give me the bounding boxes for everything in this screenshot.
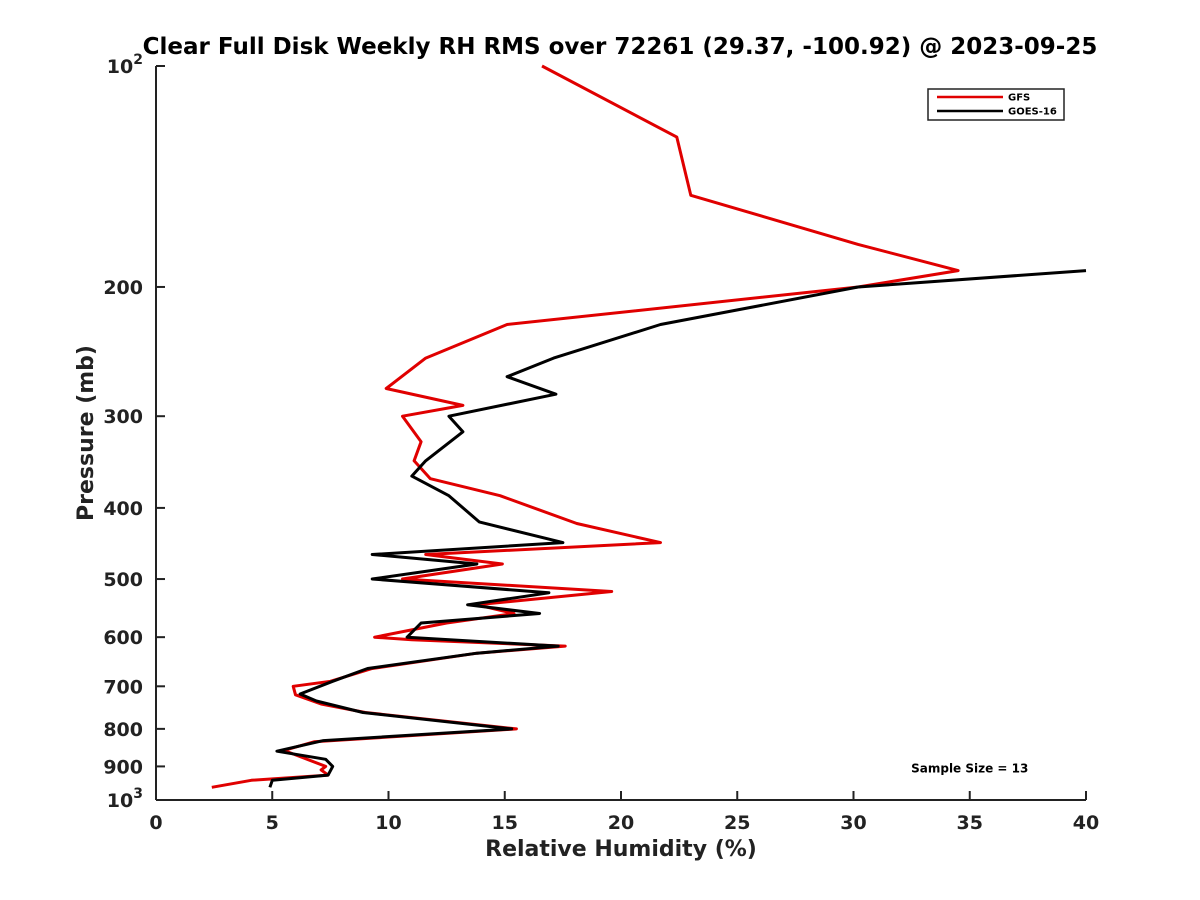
x-tick-label: 35 xyxy=(957,812,983,834)
legend-entry-goes16: GOES-16 xyxy=(937,107,1057,118)
y-tick-label: 700 xyxy=(103,676,143,698)
series-line-1 xyxy=(268,269,1087,788)
y-tick-label: 400 xyxy=(103,498,143,520)
chart-title: Clear Full Disk Weekly RH RMS over 72261… xyxy=(143,34,1098,60)
x-tick-label: 5 xyxy=(266,812,279,834)
y-axis-label: Pressure (mb) xyxy=(74,345,99,521)
legend-entry-gfs: GFS xyxy=(937,93,1030,104)
legend-label-goes16: GOES-16 xyxy=(1008,107,1057,118)
x-tick-label: 30 xyxy=(840,812,866,834)
y-tick-label: 200 xyxy=(103,277,143,299)
y-tick-exponent: 3 xyxy=(133,786,143,802)
legend-box xyxy=(927,88,1065,121)
x-tick-label: 0 xyxy=(149,812,162,834)
series-line-0 xyxy=(211,64,960,789)
y-tick-base: 10 xyxy=(107,790,133,812)
y-tick-label: 300 xyxy=(103,406,143,428)
y-tick-base: 10 xyxy=(107,56,133,78)
x-ticks: 0 5 10 15 20 25 30 35 40 xyxy=(149,791,1099,834)
x-tick-label: 40 xyxy=(1073,812,1099,834)
y-tick-label: 102 xyxy=(107,52,143,78)
y-tick-label: 900 xyxy=(103,756,143,778)
legend: GFS GOES-16 xyxy=(927,88,1065,121)
series-layer xyxy=(211,64,1087,789)
y-tick-label: 103 xyxy=(107,786,143,812)
legend-label-gfs: GFS xyxy=(1008,93,1030,104)
y-tick-exponent: 2 xyxy=(133,52,143,68)
y-tick-label: 800 xyxy=(103,719,143,741)
x-tick-label: 20 xyxy=(608,812,634,834)
sample-size-annotation: Sample Size = 13 xyxy=(911,761,1028,775)
y-tick-label: 500 xyxy=(103,569,143,591)
x-tick-label: 10 xyxy=(375,812,401,834)
x-tick-label: 25 xyxy=(724,812,750,834)
x-axis-label: Relative Humidity (%) xyxy=(485,837,757,862)
y-tick-label: 600 xyxy=(103,627,143,649)
x-tick-label: 15 xyxy=(492,812,518,834)
